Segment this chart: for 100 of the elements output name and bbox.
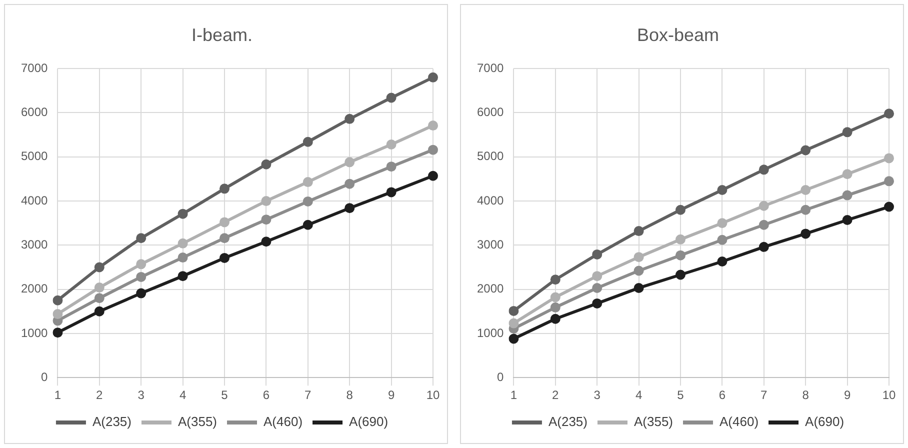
x-tick-label: 8 xyxy=(802,388,810,402)
x-tick-label: 2 xyxy=(552,388,560,402)
chart-title: I-beam. xyxy=(191,24,253,45)
point xyxy=(634,252,644,262)
y-tick-label: 5000 xyxy=(476,149,504,164)
legend-label: A(690) xyxy=(805,414,844,430)
point xyxy=(717,218,728,228)
point xyxy=(676,204,686,215)
x-tick-label: 10 xyxy=(882,388,896,402)
point xyxy=(634,282,644,293)
x-tick-label: 1 xyxy=(54,388,62,402)
point xyxy=(220,252,230,263)
point xyxy=(592,249,602,260)
point xyxy=(178,252,188,263)
point xyxy=(386,140,396,150)
point xyxy=(592,282,602,293)
x-tick-label: 3 xyxy=(594,388,601,402)
legend-label: A(355) xyxy=(178,414,218,430)
point xyxy=(508,334,519,344)
point xyxy=(94,262,104,272)
y-tick-label: 7000 xyxy=(476,60,504,75)
legend-label: A(235) xyxy=(548,414,588,430)
point xyxy=(800,204,811,215)
point xyxy=(94,293,104,304)
x-tick-label: 9 xyxy=(388,388,395,402)
point xyxy=(386,162,396,172)
point xyxy=(178,208,188,219)
point xyxy=(178,238,188,248)
point xyxy=(884,176,894,186)
legend-label: A(460) xyxy=(720,414,759,430)
point xyxy=(302,136,313,147)
point xyxy=(344,114,355,124)
y-tick-label: 0 xyxy=(41,370,48,384)
point xyxy=(842,169,852,180)
point xyxy=(261,159,272,170)
point xyxy=(758,164,769,175)
y-tick-label: 0 xyxy=(497,370,504,384)
point xyxy=(884,153,894,164)
point xyxy=(428,120,438,131)
y-tick-label: 4000 xyxy=(20,193,48,208)
point xyxy=(758,242,769,252)
x-tick-label: 5 xyxy=(677,388,684,402)
point xyxy=(52,328,63,338)
x-tick-label: 7 xyxy=(760,388,768,402)
point xyxy=(52,309,63,320)
point xyxy=(884,202,894,212)
point xyxy=(261,196,272,206)
y-tick-label: 3000 xyxy=(20,237,48,252)
point xyxy=(717,184,728,195)
point xyxy=(302,177,313,188)
point xyxy=(508,318,519,328)
legend-label: A(355) xyxy=(634,414,674,430)
point xyxy=(302,196,313,206)
point xyxy=(386,92,396,103)
x-tick-label: 4 xyxy=(179,388,186,402)
point xyxy=(592,271,602,282)
y-tick-label: 2000 xyxy=(476,282,504,296)
point xyxy=(550,274,560,285)
legend-label: A(690) xyxy=(349,414,388,430)
legend-label: A(460) xyxy=(264,414,303,430)
point xyxy=(634,266,644,276)
y-tick-label: 1000 xyxy=(476,326,504,340)
point xyxy=(717,234,728,245)
point xyxy=(842,215,852,226)
point xyxy=(842,127,852,138)
point xyxy=(800,184,811,195)
point xyxy=(220,184,230,194)
point xyxy=(842,190,852,200)
x-tick-label: 4 xyxy=(635,388,642,402)
point xyxy=(261,236,272,247)
point xyxy=(136,272,146,282)
y-tick-label: 3000 xyxy=(476,237,504,252)
point xyxy=(302,220,313,230)
y-tick-label: 2000 xyxy=(20,282,48,296)
chart-title: Box-beam xyxy=(636,24,720,45)
point xyxy=(884,108,894,119)
x-tick-label: 3 xyxy=(138,388,145,402)
point xyxy=(592,298,602,308)
point xyxy=(550,292,560,302)
point xyxy=(136,288,146,298)
point xyxy=(136,233,146,244)
point xyxy=(508,306,519,316)
point xyxy=(428,144,438,155)
point xyxy=(344,157,355,168)
point xyxy=(550,314,560,324)
point xyxy=(428,72,438,82)
point xyxy=(634,226,644,236)
point xyxy=(676,270,686,280)
x-tick-label: 6 xyxy=(262,388,270,402)
y-tick-label: 5000 xyxy=(20,149,48,164)
point xyxy=(52,295,63,306)
point xyxy=(428,170,438,181)
point xyxy=(220,217,230,228)
point xyxy=(758,220,769,230)
x-tick-label: 2 xyxy=(96,388,104,402)
point xyxy=(220,233,230,244)
point xyxy=(676,234,686,244)
point xyxy=(758,200,769,211)
point xyxy=(261,214,272,225)
x-tick-label: 8 xyxy=(346,388,354,402)
